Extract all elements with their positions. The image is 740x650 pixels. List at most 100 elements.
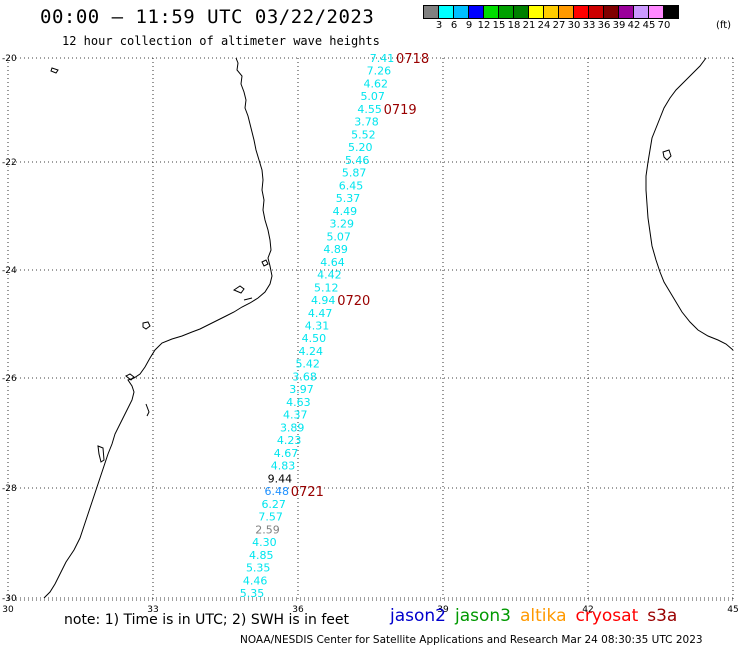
wave-height-label: 5.07 (326, 230, 351, 243)
satellite-name: cryosat (575, 606, 639, 626)
coast-island (662, 149, 672, 161)
wave-height-label: 6.45 (339, 179, 364, 192)
wave-height-label: 4.67 (274, 447, 299, 460)
legend-label: 42 (627, 20, 641, 31)
latitude-tick-label: -24 (2, 266, 17, 276)
legend-label: 6 (450, 20, 458, 31)
wave-height-label: 7.26 (367, 65, 392, 78)
wave-height-label: 3.89 (280, 421, 305, 434)
legend-label: 24 (537, 20, 551, 31)
wave-height-label: 4.85 (249, 549, 274, 562)
wave-height-label: 4.23 (277, 434, 302, 447)
footer-note: note: 1) Time is in UTC; 2) SWH is in fe… (64, 612, 350, 628)
footer-credit: NOAA/NESDIS Center for Satellite Applica… (240, 634, 703, 646)
legend-label: 39 (612, 20, 626, 31)
legend-unit: (ft) (716, 20, 732, 31)
legend-label: 12 (477, 20, 491, 31)
wave-height-label: 4.62 (364, 78, 389, 91)
wave-height-label: 4.31 (305, 320, 330, 333)
legend-label: 36 (597, 20, 611, 31)
wave-height-label: 4.94 (311, 294, 336, 307)
wave-height-label: 3.78 (354, 116, 379, 129)
wave-height-label: 4.30 (252, 536, 277, 549)
legend-swatch (663, 5, 679, 19)
legend-label: 33 (582, 20, 596, 31)
wave-height-label: 4.55 (357, 103, 382, 116)
satellite-name: jason2 (390, 606, 446, 626)
madagascar-coastline (645, 57, 734, 351)
legend-label: 27 (552, 20, 566, 31)
wave-height-label: 6.27 (261, 498, 286, 511)
pass-time-label: 0720 (337, 294, 370, 309)
satellite-name: jason3 (455, 606, 511, 626)
longitude-tick-label: 42 (582, 605, 593, 615)
satellite-legend: jason2 jason3 altika cryosat s3a (390, 606, 686, 626)
coast-island (145, 403, 150, 417)
legend-label: 18 (507, 20, 521, 31)
wave-height-label: 3.29 (330, 218, 355, 231)
wave-height-label: 4.64 (320, 256, 345, 269)
wave-height-label: 5.46 (345, 154, 370, 167)
wave-height-label: 5.20 (348, 141, 373, 154)
longitude-tick-label: 30 (2, 605, 14, 615)
page-title: 00:00 – 11:59 UTC 03/22/2023 (40, 6, 375, 28)
latitude-tick-label: -30 (2, 594, 17, 604)
legend-label: 9 (465, 20, 473, 31)
coast-island (97, 445, 105, 463)
wave-height-label: 4.42 (317, 269, 342, 282)
pass-time-label: 0719 (384, 103, 417, 118)
longitude-tick-label: 39 (437, 605, 449, 615)
page-subtitle: 12 hour collection of altimeter wave hei… (62, 34, 380, 48)
legend-label: 70 (657, 20, 671, 31)
wave-height-label: 7.57 (258, 511, 283, 524)
color-legend-labels: 3 6 9 12 15 18 21 24 27 30 33 36 39 42 45 70 (423, 20, 740, 34)
wave-height-label: 4.24 (299, 345, 324, 358)
coast-island (243, 297, 253, 301)
wave-height-label: 6.48 (265, 485, 290, 498)
longitude-tick-label: 33 (147, 605, 158, 615)
satellite-name: altika (520, 606, 567, 626)
coast-island (232, 285, 245, 294)
coast-island (125, 373, 135, 381)
wave-height-label: 4.89 (323, 243, 348, 256)
wave-height-label: 2.59 (255, 523, 280, 536)
pass-time-label: 0721 (291, 485, 324, 500)
latitude-tick-label: -22 (2, 158, 17, 168)
wave-height-label: 4.37 (283, 409, 308, 422)
wave-height-label: 4.83 (271, 460, 296, 473)
legend-label: 45 (642, 20, 656, 31)
wave-height-label: 4.50 (302, 332, 327, 345)
legend-label: 3 (435, 20, 443, 31)
wave-height-label: 5.52 (351, 128, 376, 141)
latitude-tick-label: -20 (2, 54, 17, 64)
pass-time-label: 0718 (396, 52, 429, 67)
longitude-tick-label: 36 (292, 605, 304, 615)
color-legend (423, 5, 679, 19)
wave-height-label: 9.44 (268, 472, 293, 485)
wave-height-label: 5.87 (342, 167, 367, 180)
wave-height-label: 4.46 (243, 574, 268, 587)
satellite-name: s3a (647, 606, 678, 626)
wave-height-label: 4.49 (333, 205, 358, 218)
wave-height-label: 3.68 (292, 371, 317, 384)
axis-tick-labels: 30 33 36 39 42 45 -20 -22 -24 -26 -28 -30 (2, 54, 739, 615)
wave-height-label: 4.47 (308, 307, 333, 320)
coast-island (261, 259, 269, 267)
wave-height-label: 5.42 (295, 358, 320, 371)
wave-height-label: 5.12 (314, 281, 339, 294)
latitude-tick-label: -28 (2, 484, 17, 494)
africa-coastline (43, 57, 273, 599)
legend-label: 30 (567, 20, 581, 31)
wave-height-label: 7.41 (370, 52, 395, 65)
wave-height-label: 4.63 (286, 396, 311, 409)
legend-label: 21 (522, 20, 536, 31)
altimeter-track: 7.417.264.625.074.553.785.525.205.465.87… (240, 52, 429, 600)
coast-island (50, 67, 59, 74)
wave-height-label: 3.97 (289, 383, 314, 396)
wave-height-label: 5.37 (336, 192, 361, 205)
legend-label: 15 (492, 20, 506, 31)
coast-island (142, 321, 151, 330)
wave-height-label: 5.07 (360, 90, 385, 103)
longitude-tick-label: 45 (727, 605, 738, 615)
